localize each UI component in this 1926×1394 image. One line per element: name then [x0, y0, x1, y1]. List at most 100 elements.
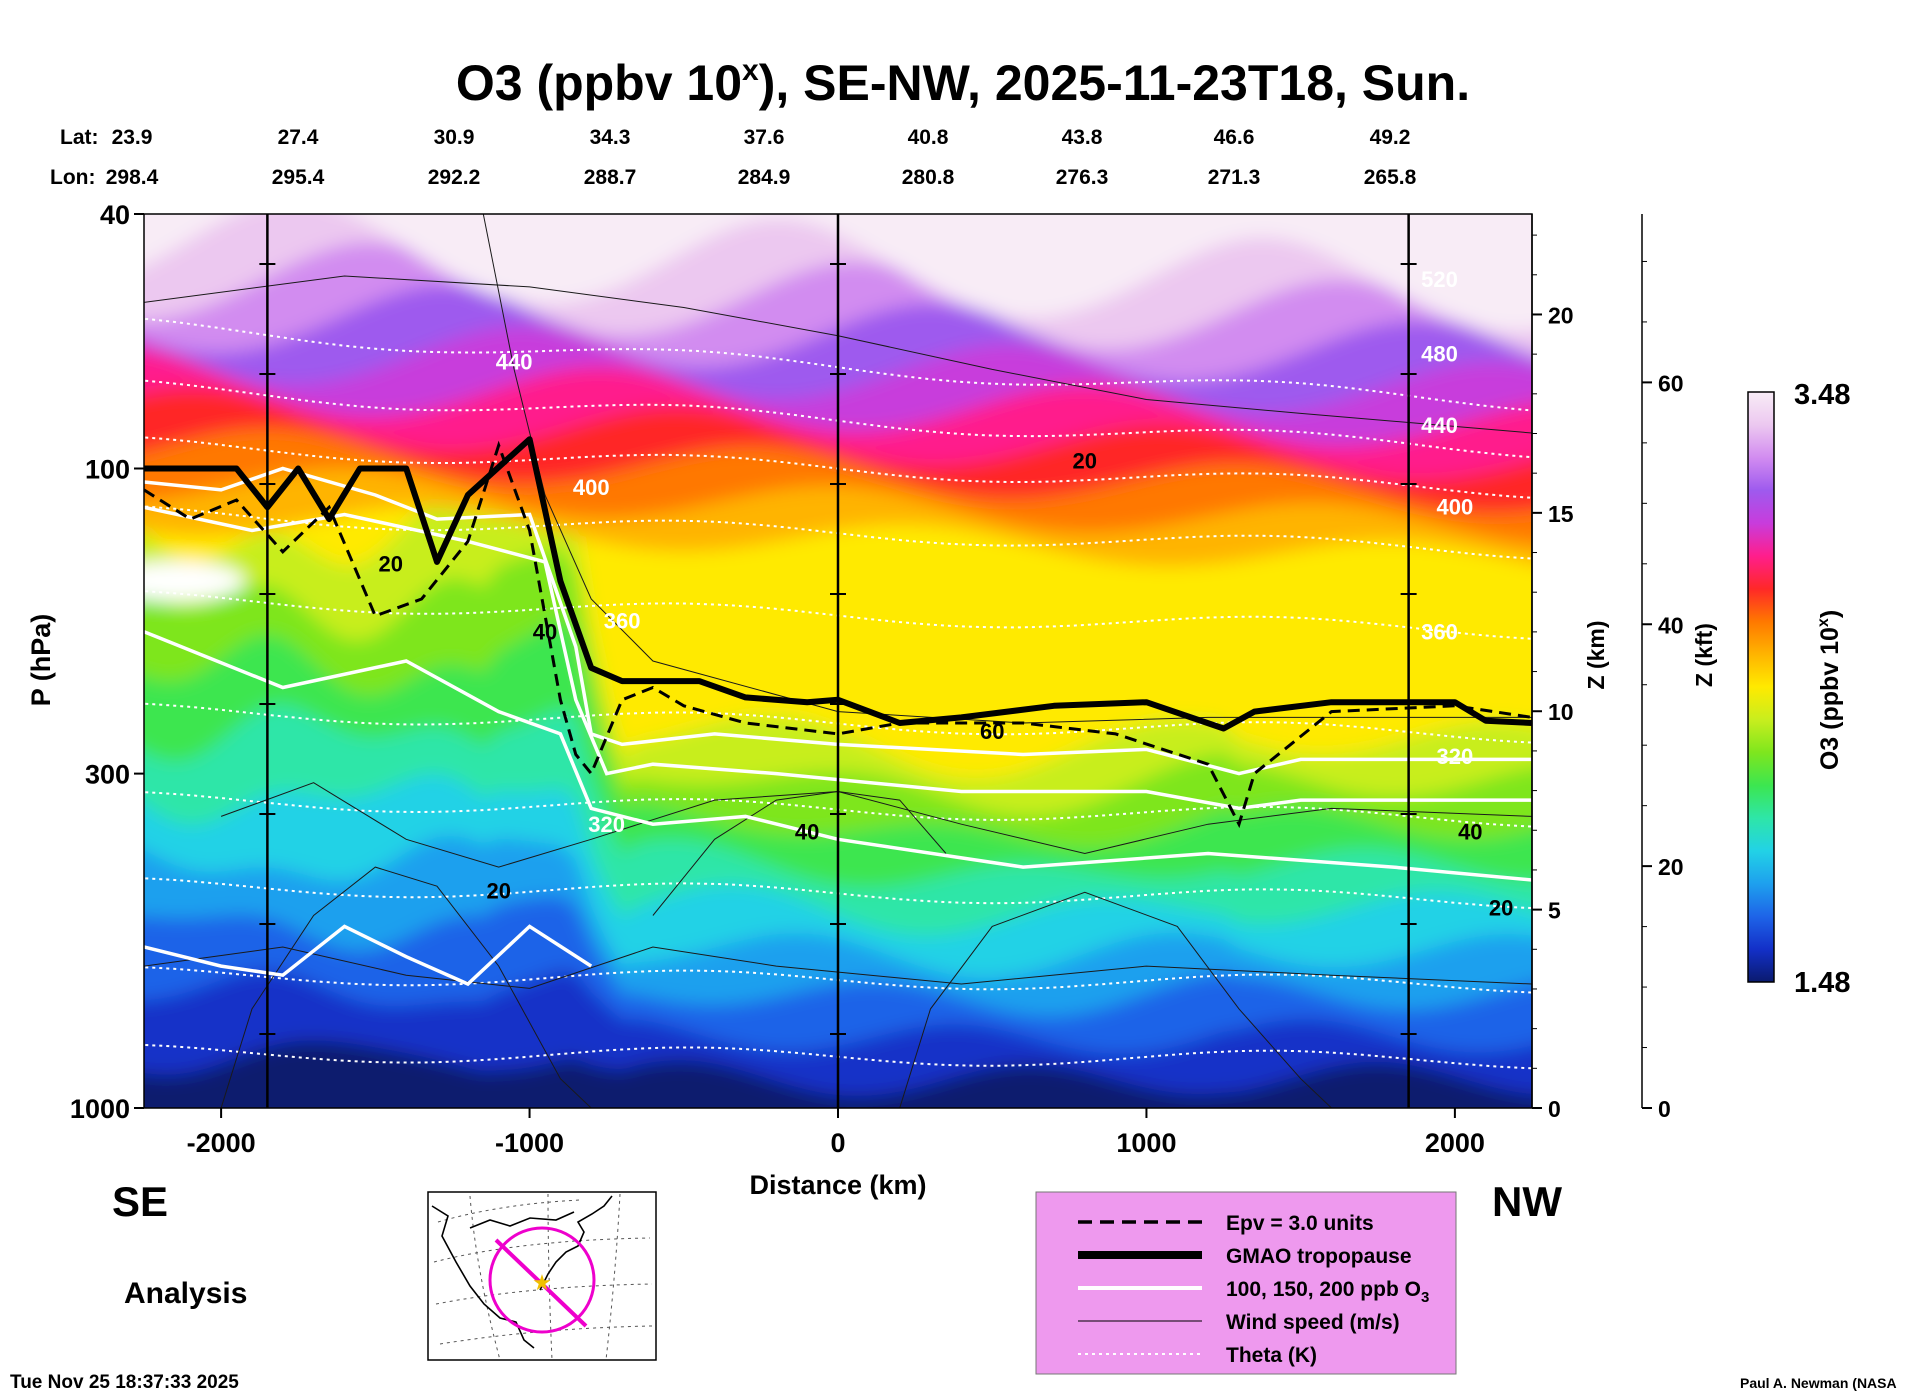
colorbar-min-label: 1.48	[1794, 967, 1850, 999]
z-kft-axis-label: Z (kft)	[1691, 623, 1717, 687]
legend-label: Wind speed (m/s)	[1226, 1311, 1400, 1334]
z-km-tick-label: 10	[1548, 699, 1574, 725]
plot-area: 520 480 440 440 400 400 360 360 320 320 20 20 40 40 60…	[144, 214, 1532, 1108]
lat-value: 30.9	[434, 126, 475, 149]
x-tick-label: -2000	[187, 1128, 256, 1158]
lon-label: Lon:	[50, 166, 95, 189]
direction-se: SE	[112, 1178, 168, 1225]
contour-lines: 520 480 440 440 400 400 360 360 320 320 20 20 40 40 60…	[144, 214, 1532, 1108]
z-kft-tick-label: 60	[1658, 370, 1684, 396]
wind-contour-label: 60	[980, 719, 1004, 744]
legend-label: Epv = 3.0 units	[1226, 1212, 1374, 1235]
ozone-ppb-contour	[144, 466, 1532, 776]
theta-contour-label: 520	[1421, 267, 1458, 292]
wind-contour-label: 20	[1073, 448, 1097, 473]
timestamp: Tue Nov 25 18:37:33 2025	[10, 1372, 239, 1393]
wind-contour-label: 20	[486, 878, 510, 903]
center-star-icon: ★	[532, 1271, 552, 1296]
wind-contour	[652, 790, 947, 916]
locator-map: ★	[427, 1191, 657, 1361]
lon-value: 271.3	[1208, 166, 1261, 189]
range-circle-icon	[488, 1226, 596, 1334]
theta-contour-label: 400	[573, 475, 610, 500]
direction-nw: NW	[1492, 1178, 1562, 1225]
theta-contour-label: 320	[588, 812, 625, 837]
lon-value: 288.7	[584, 166, 637, 189]
z-km-tick-label: 20	[1548, 302, 1574, 328]
z-kft-tick-label: 20	[1658, 854, 1684, 880]
colorbar: 3.48 1.48 O3 (ppbv 10x)	[1747, 379, 1850, 999]
theta-contour-label: 320	[1437, 744, 1474, 769]
ozone-ppb-contour	[144, 630, 1532, 882]
x-tick-label: 1000	[1116, 1128, 1176, 1158]
cross-section-line	[494, 1238, 588, 1328]
lat-label: Lat:	[60, 126, 99, 149]
chart-title: O3 (ppbv 10x), SE-NW, 2025-11-23T18, Sun…	[456, 54, 1470, 111]
wind-contour	[899, 891, 1332, 1108]
colorbar-title: O3 (ppbv 10x)	[1815, 610, 1844, 770]
wind-contour-label: 20	[1489, 895, 1513, 920]
epv-contour	[144, 440, 1532, 829]
gmao-tropopause	[144, 436, 1532, 732]
y-tick-label: 100	[85, 454, 130, 484]
analysis-label: Analysis	[124, 1277, 247, 1310]
y-axis-label: P (hPa)	[26, 614, 56, 707]
wind-contour-label: 40	[1458, 819, 1482, 844]
theta-contour-label: 480	[1421, 341, 1458, 366]
ozone-ppb-contour	[144, 924, 593, 987]
legend-label: Theta (K)	[1226, 1344, 1317, 1367]
lon-value: 298.4	[106, 166, 159, 189]
wind-contour	[220, 866, 592, 1108]
lat-value: 49.2	[1370, 126, 1411, 149]
low-ozone-blob	[144, 561, 245, 602]
theta-contour-label: 440	[496, 349, 533, 374]
wind-contour-label: 20	[379, 552, 403, 577]
x-tick-label: 0	[830, 1128, 845, 1158]
theta-contour-label: 440	[1421, 413, 1458, 438]
x-tick-label: -1000	[495, 1128, 564, 1158]
wind-contour-label: 40	[795, 819, 819, 844]
coastline-icon	[431, 1195, 613, 1349]
wind-contour	[220, 782, 1532, 868]
lon-value: 276.3	[1056, 166, 1109, 189]
wind-contour-label: 40	[533, 619, 557, 644]
z-km-tick-label: 0	[1548, 1096, 1561, 1122]
colorbar-ramp	[1747, 391, 1775, 983]
lat-value: 23.9	[112, 126, 153, 149]
colorbar-max-label: 3.48	[1794, 379, 1850, 411]
lat-value: 34.3	[590, 126, 631, 149]
theta-contour-label: 360	[604, 609, 641, 634]
wind-contour	[144, 946, 1532, 989]
ozone-ppb-contour	[144, 505, 1532, 811]
y-tick-label: 40	[100, 200, 130, 230]
wind-contour	[482, 214, 1532, 724]
lon-value: 280.8	[902, 166, 955, 189]
theta-contour-label: 400	[1437, 494, 1474, 519]
lat-value: 43.8	[1062, 126, 1103, 149]
axes: -2000 -1000 0 1000 2000 40 100 300 1000 0 5 10 15 20 0…	[70, 200, 1684, 1158]
x-tick-label: 2000	[1425, 1128, 1485, 1158]
z-kft-tick-label: 40	[1658, 612, 1684, 638]
lat-value: 46.6	[1214, 126, 1255, 149]
theta-contour-label: 360	[1421, 619, 1458, 644]
ozone-band	[144, 214, 1532, 332]
lat-value: 40.8	[908, 126, 949, 149]
z-km-tick-label: 5	[1548, 898, 1561, 924]
lat-value: 27.4	[278, 126, 319, 149]
lon-value: 265.8	[1364, 166, 1417, 189]
y-tick-label: 1000	[70, 1094, 130, 1124]
z-kft-tick-label: 0	[1658, 1096, 1671, 1122]
lon-value: 292.2	[428, 166, 481, 189]
lat-lon-values: 23.9 27.4 30.9 34.3 37.6 40.8 43.8 46.6 49.2 298.…	[106, 126, 1417, 189]
lon-value: 284.9	[738, 166, 791, 189]
legend: Epv = 3.0 units GMAO tropopause 100, 150, …	[1035, 1191, 1457, 1375]
legend-label: 100, 150, 200 ppb O3	[1226, 1278, 1429, 1306]
x-axis-label: Distance (km)	[749, 1170, 926, 1200]
credit: Paul A. Newman (NASA	[1740, 1375, 1897, 1391]
z-km-tick-label: 15	[1548, 501, 1574, 527]
legend-label: GMAO tropopause	[1226, 1245, 1412, 1268]
y-tick-label: 300	[85, 760, 130, 790]
lon-value: 295.4	[272, 166, 325, 189]
lat-value: 37.6	[744, 126, 785, 149]
